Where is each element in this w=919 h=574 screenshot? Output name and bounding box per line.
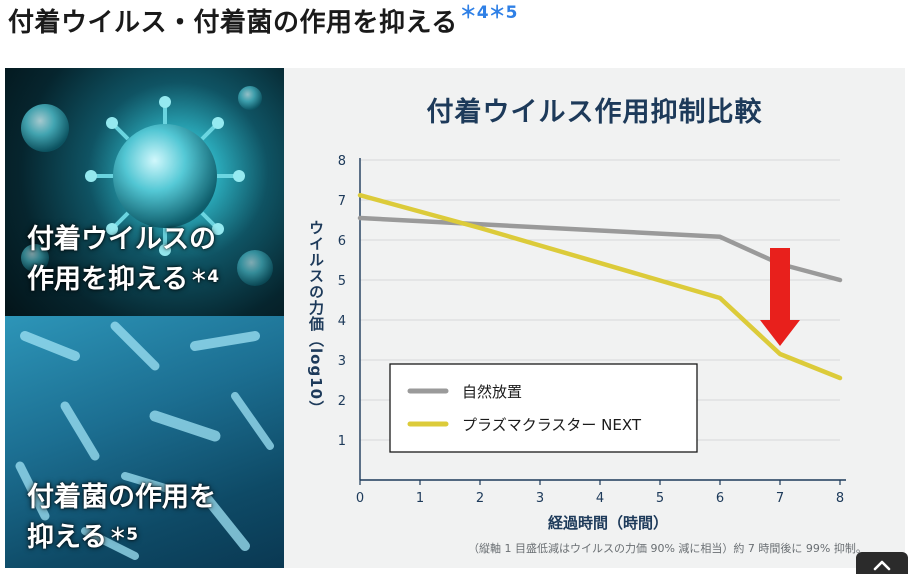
left-image-panel: 付着ウイルスの 作用を抑える ＊4 付着菌の作用を 抑える ＊5: [5, 68, 284, 568]
chart-title: 付着ウイルス作用抑制比較: [426, 97, 763, 128]
x-tick-label: 5: [656, 491, 664, 506]
virus-caption-line2: 作用を抑える: [27, 264, 189, 295]
chart-panel: 付着ウイルス作用抑制比較 ウイルスの力価（log10） 1 2 3 4 5 6 7 8 0 1 2 3…: [284, 68, 905, 568]
series-line-2: [357, 192, 843, 381]
y-tick-label: 8: [338, 154, 346, 169]
x-tick-label: 0: [356, 491, 364, 506]
x-tick-label: 2: [476, 491, 484, 506]
y-tick-label: 7: [338, 194, 346, 209]
bacteria-caption: 付着菌の作用を 抑える ＊5: [27, 478, 216, 558]
virus-image: [5, 68, 284, 316]
x-tick-label: 3: [536, 491, 544, 506]
page-heading: 付着ウイルス・付着菌の作用を抑える ＊4＊5: [8, 2, 517, 42]
x-tick-label: 1: [416, 491, 424, 506]
bacteria-caption-line2: 抑える: [27, 522, 108, 553]
legend-label-2: プラズマクラスター NEXT: [462, 416, 642, 434]
y-tick-label: 3: [338, 354, 346, 369]
x-tick-label: 7: [776, 491, 784, 506]
legend-label-1: 自然放置: [462, 383, 522, 401]
y-tick-label: 6: [338, 234, 346, 249]
virus-caption: 付着ウイルスの 作用を抑える ＊4: [27, 220, 219, 300]
bacteria-image: [5, 316, 284, 568]
y-tick-label: 1: [338, 434, 346, 449]
bacteria-caption-note: ＊5: [109, 525, 139, 545]
x-tick-label: 4: [596, 491, 604, 506]
y-tick-label: 4: [338, 314, 346, 329]
bacteria-caption-line1: 付着菌の作用を: [27, 482, 216, 513]
x-tick-label: 8: [836, 491, 844, 506]
heading-text: 付着ウイルス・付着菌の作用を抑える: [8, 8, 458, 38]
virus-caption-note: ＊4: [190, 267, 220, 287]
chart-footnote: （縦軸 1 目盛低減はウイルスの力価 90% 減に相当）約 7 時間後に 99%…: [468, 542, 867, 555]
series-line-1: [357, 215, 843, 283]
legend-box: [389, 363, 698, 453]
scroll-top-button[interactable]: [856, 552, 908, 574]
chart-xlabel: 経過時間（時間）: [548, 514, 668, 532]
y-tick-label: 2: [338, 394, 346, 409]
x-tick-label: 6: [716, 491, 724, 506]
chevron-up-icon: [873, 560, 891, 571]
chart-ylabel: ウイルスの力価（log10）: [307, 220, 325, 417]
reduction-arrow: [760, 248, 800, 346]
virus-caption-line1: 付着ウイルスの: [27, 224, 216, 255]
heading-note: ＊4＊5: [459, 3, 518, 23]
y-tick-label: 5: [338, 274, 346, 289]
